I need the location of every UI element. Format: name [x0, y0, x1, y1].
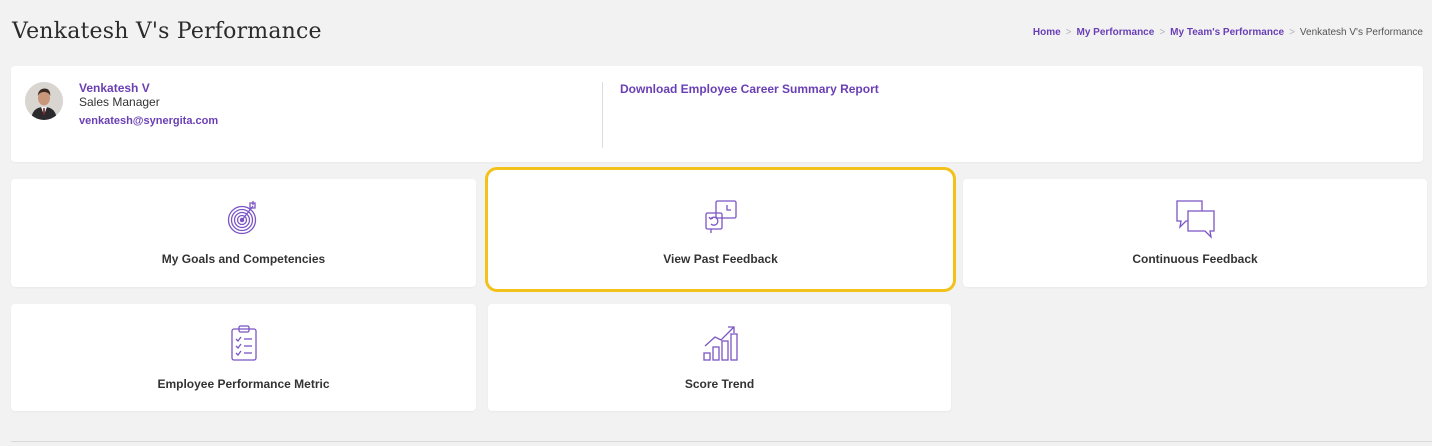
tile-label: Score Trend — [684, 377, 755, 391]
trend-chart-icon — [701, 324, 739, 367]
divider — [602, 82, 603, 148]
profile-card: Venkatesh V Sales Manager venkatesh@syne… — [11, 66, 1423, 162]
chat-bubbles-icon — [1174, 199, 1216, 244]
target-icon — [226, 199, 262, 242]
tile-continuous-feedback[interactable]: Continuous Feedback — [963, 179, 1427, 287]
employee-role: Sales Manager — [79, 95, 160, 109]
tile-label: Continuous Feedback — [1132, 252, 1258, 266]
past-feedback-icon — [704, 199, 738, 240]
avatar — [25, 82, 63, 120]
tile-label: My Goals and Competencies — [161, 252, 326, 266]
employee-name[interactable]: Venkatesh V — [79, 81, 150, 95]
employee-email[interactable]: venkatesh@synergita.com — [79, 115, 219, 127]
footer-divider — [11, 441, 1432, 442]
breadcrumb-my-performance[interactable]: My Performance — [1076, 27, 1155, 38]
download-career-summary-link[interactable]: Download Employee Career Summary Report — [620, 82, 879, 96]
chevron-right-icon: > — [1289, 27, 1295, 38]
tile-goals-and-competencies[interactable]: My Goals and Competencies — [11, 179, 476, 287]
breadcrumb-my-teams-performance[interactable]: My Team's Performance — [1170, 27, 1285, 38]
page-title: Venkatesh V's Performance — [12, 19, 322, 44]
tile-label: View Past Feedback — [663, 252, 778, 266]
breadcrumb-current: Venkatesh V's Performance — [1299, 27, 1423, 38]
breadcrumb: Home > My Performance > My Team's Perfor… — [1033, 27, 1423, 38]
chevron-right-icon: > — [1065, 27, 1072, 38]
tile-employee-performance-metric[interactable]: Employee Performance Metric — [11, 304, 476, 411]
tile-label: Employee Performance Metric — [157, 377, 330, 391]
chevron-right-icon: > — [1159, 27, 1166, 38]
breadcrumb-home[interactable]: Home — [1032, 27, 1061, 38]
clipboard-checklist-icon — [229, 324, 259, 367]
tile-view-past-feedback[interactable]: View Past Feedback — [485, 167, 956, 292]
tile-score-trend[interactable]: Score Trend — [488, 304, 951, 411]
